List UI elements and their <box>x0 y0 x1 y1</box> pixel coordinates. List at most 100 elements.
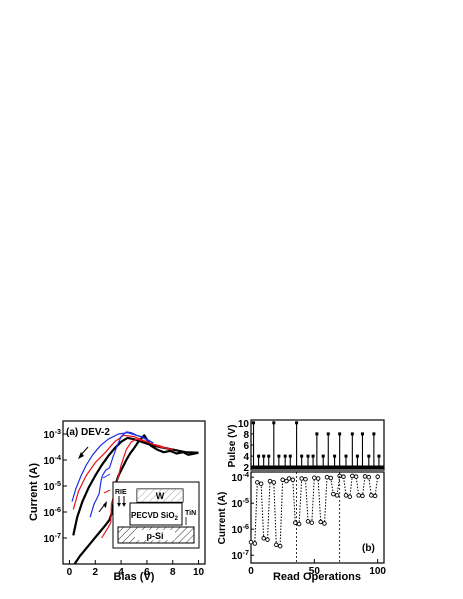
x-tick-label-b: 0 <box>248 566 254 577</box>
y-tick-label-a: 10-3 <box>43 427 61 441</box>
current-trace <box>250 475 379 547</box>
current-point <box>286 476 292 481</box>
pulse-spike-marker <box>338 432 342 436</box>
current-point <box>328 475 334 481</box>
pulse-spike-marker <box>326 432 330 436</box>
read-pulse-marker <box>333 454 337 458</box>
current-point <box>369 493 374 498</box>
current-point <box>299 476 304 481</box>
current-point <box>353 474 359 479</box>
x-tick-label-a: 4 <box>118 567 124 578</box>
current-point <box>267 478 273 484</box>
current-point <box>296 521 302 527</box>
current-point <box>261 536 266 541</box>
current-point <box>341 474 346 479</box>
current-point <box>375 474 380 479</box>
current-point <box>277 543 283 549</box>
pulse-spike-marker <box>306 454 310 458</box>
read-pulse-marker <box>267 454 271 458</box>
y-tick-label-a: 10-4 <box>43 453 61 467</box>
pulse-frame <box>250 419 385 471</box>
panel-a-label: (a) <box>66 427 78 438</box>
read-pulse-marker <box>300 454 304 458</box>
y-tick-label-current: 10-6 <box>231 522 249 536</box>
current-point <box>331 491 336 497</box>
read-pulse-marker <box>311 454 315 458</box>
x-axis-label-b: Read Operations <box>273 571 361 583</box>
x-axis-label-a: Bias (V) <box>114 571 155 583</box>
pulse-spike-marker <box>372 432 376 436</box>
current-point <box>309 520 315 525</box>
sweep-arrows <box>78 446 111 513</box>
current-point <box>274 542 279 548</box>
device-label: DEV-2 <box>81 427 110 438</box>
y-tick-label-current: 10-7 <box>231 548 249 562</box>
current-series <box>248 472 380 563</box>
current-point <box>280 477 285 483</box>
x-tick-label-a: 0 <box>67 567 73 578</box>
current-point <box>343 493 349 498</box>
current-point <box>252 541 258 546</box>
y-axis-label-pulse: Pulse (V) <box>227 425 238 468</box>
y-tick-label-current: 10-4 <box>231 470 249 484</box>
read-pulse-marker <box>355 454 359 458</box>
x-tick-label-a: 6 <box>144 567 150 578</box>
current-frame <box>250 471 385 564</box>
current-point <box>347 494 353 499</box>
iv-curve-6 <box>71 432 154 502</box>
y-tick-label-pulse: 8 <box>243 430 249 441</box>
pulse-spike-marker <box>295 421 299 425</box>
current-point <box>305 519 311 524</box>
current-point <box>290 477 296 483</box>
panel-b-label: (b) <box>362 543 375 554</box>
pulse-spike-marker <box>315 432 319 436</box>
pulse-spike-marker <box>272 421 276 425</box>
current-point <box>324 474 330 480</box>
y-tick-label-a: 10-6 <box>43 505 61 519</box>
y-tick-label-pulse: 6 <box>243 441 249 452</box>
y-tick-label-a: 10-7 <box>43 531 61 545</box>
inset-w-label: W <box>156 491 165 501</box>
read-pulse-marker <box>277 454 281 458</box>
current-point <box>271 480 277 485</box>
inset-substrate-label: p-Si <box>147 531 164 541</box>
current-point <box>366 474 372 480</box>
current-point <box>350 473 355 479</box>
read-pulse-marker <box>321 454 325 458</box>
y-tick-label-a: 10-5 <box>43 479 61 493</box>
pulse-spike-marker <box>350 432 354 436</box>
current-point <box>360 493 365 499</box>
current-point <box>362 474 368 479</box>
y-axis-label-current: Current (A) <box>217 492 228 545</box>
pulse-series <box>251 421 384 469</box>
read-pulse-marker <box>288 454 292 458</box>
current-point <box>258 481 264 486</box>
current-point <box>318 519 323 525</box>
panel-a: 0 2 4 6 8 10 10-7 10-6 10-5 10-4 10-3 (a) DEV-2 Bi… <box>28 420 206 583</box>
x-tick-label-b: 100 <box>369 566 386 577</box>
x-tick-label-a: 8 <box>170 567 176 578</box>
y-tick-label-pulse: 10 <box>238 419 250 430</box>
current-point <box>248 539 254 545</box>
current-point <box>255 480 260 485</box>
series-a <box>71 431 199 564</box>
read-pulse-marker <box>257 454 261 458</box>
current-point <box>315 476 321 481</box>
y-axis-label-a: Current (A) <box>28 463 40 521</box>
pulse-spike-marker <box>360 432 364 436</box>
y-tick-label-pulse: 2 <box>243 463 249 474</box>
iv-curve-0 <box>73 447 135 564</box>
current-point <box>322 521 327 526</box>
inset-electrode-label: TiN <box>185 510 196 517</box>
device-inset: W PECVD SiO2 p-Si RIE TiN <box>112 481 200 549</box>
iv-curve-1 <box>133 434 199 456</box>
pulse-spike-marker <box>262 454 266 458</box>
x-tick-label-a: 10 <box>193 567 205 578</box>
read-pulse-marker <box>367 454 371 458</box>
current-point <box>372 493 378 499</box>
x-tick-label-b: 50 <box>309 566 321 577</box>
inset-oxide-label: PECVD SiO2 <box>131 511 179 522</box>
